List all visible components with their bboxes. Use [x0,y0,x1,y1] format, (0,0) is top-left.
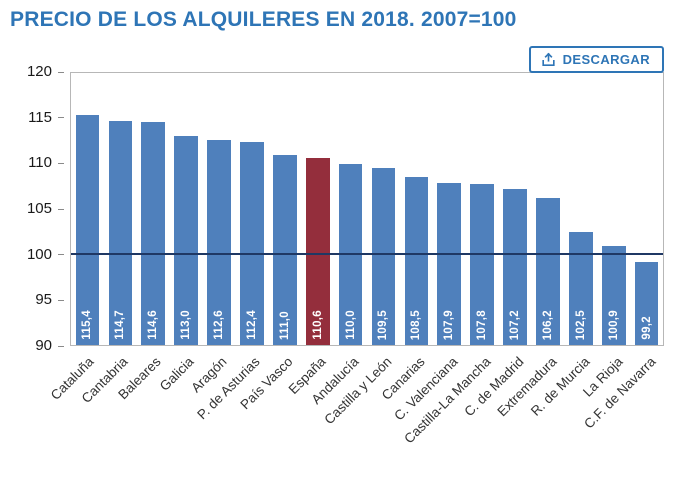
bar-slot: 110,6 [301,73,334,345]
bar[interactable]: 107,9 [437,182,462,345]
bar[interactable]: 102,5 [568,231,593,345]
bar[interactable]: 107,8 [470,183,494,345]
bar-slot: 114,6 [137,73,170,345]
bar-value-label: 107,2 [509,309,522,340]
bar-value-label: 106,2 [541,309,554,340]
bar[interactable]: 99,2 [634,261,659,345]
bar[interactable]: 112,6 [207,140,231,345]
bars: 115,4 114,7 114,6 113,0 112,6 112,4 111,0 110,6… [71,73,663,345]
bar-value-label: 102,5 [574,309,587,340]
y-axis: 90 95 100 105 110 115 120 [0,63,64,354]
bar-value-label: 107,9 [443,309,456,340]
bar-slot: 107,8 [466,73,499,345]
bar-slot: 109,5 [367,73,400,345]
bar-value-label: 113,0 [180,310,193,340]
bar-slot: 113,0 [170,73,203,345]
y-axis-tick-mark [58,345,64,347]
bar-slot: 114,7 [104,73,137,345]
y-axis-tick-mark [58,117,64,119]
bar-slot: 115,4 [71,73,104,345]
chart-title: PRECIO DE LOS ALQUILERES EN 2018. 2007=1… [10,8,517,31]
bar[interactable]: 114,7 [108,121,133,345]
bar[interactable]: 112,4 [240,141,264,345]
bar-value-label: 107,8 [476,309,489,340]
y-axis-tick-mark [58,254,64,256]
bar-slot: 107,2 [499,73,532,345]
bar-slot: 107,9 [433,73,466,345]
y-axis-tick-mark [58,162,64,164]
bar-value-label: 112,6 [213,310,225,340]
y-axis-tick-label: 120 [26,63,52,80]
bar[interactable]: 115,4 [75,114,100,345]
download-button-label: DESCARGAR [562,52,650,67]
bar[interactable]: 108,5 [404,177,429,345]
y-axis-tick-label: 115 [28,108,52,126]
y-axis-tick-label: 110 [28,154,52,172]
bar[interactable]: 109,5 [371,168,396,345]
y-axis-tick-mark [58,208,64,210]
bar-value-label: 115,4 [81,310,94,340]
bar-slot: 99,2 [630,73,663,345]
y-axis-tick-mark [58,71,64,73]
bar-highlighted[interactable]: 110,6 [305,158,330,345]
bar-value-label: 114,6 [147,310,160,340]
bar-slot: 108,5 [400,73,433,345]
bar-slot: 100,9 [597,73,630,345]
bar[interactable]: 100,9 [601,246,626,345]
y-axis-tick-label: 100 [26,245,52,263]
bar-value-label: 112,4 [245,310,258,340]
bar-value-label: 110,6 [311,310,324,340]
bar-value-label: 114,7 [114,310,127,340]
y-axis-tick-label: 95 [35,291,52,309]
bar-slot: 110,0 [334,73,367,345]
bar-value-label: 111,0 [278,310,291,340]
bar-value-label: 108,5 [410,309,423,340]
bar[interactable]: 106,2 [536,198,560,345]
bar-value-label: 109,5 [377,309,390,340]
bar[interactable]: 114,6 [141,121,166,345]
y-axis-tick-label: 90 [35,337,52,354]
y-axis-tick-label: 105 [26,200,52,217]
download-button[interactable]: DESCARGAR [528,46,664,73]
bar-value-label: 99,2 [640,316,653,340]
reference-line [71,253,663,256]
bar-value-label: 100,9 [607,309,620,340]
bar-slot: 102,5 [564,73,597,345]
bar[interactable]: 113,0 [174,136,198,345]
bar[interactable]: 107,2 [503,189,527,345]
bar-slot: 111,0 [268,73,301,345]
y-axis-tick-mark [58,299,64,301]
download-tray-arrow-icon [541,52,556,67]
bar[interactable]: 111,0 [272,154,297,345]
bar-slot: 106,2 [531,73,564,345]
bar-slot: 112,4 [235,73,268,345]
plot-area: 115,4 114,7 114,6 113,0 112,6 112,4 111,0 110,6… [70,72,664,346]
bar-slot: 112,6 [203,73,236,345]
x-axis-labels: Cataluña Cantabria Baleares Galicia Aragón P.… [48,348,664,473]
bar-value-label: 110,0 [344,310,357,340]
x-axis-label: Galicia [156,354,197,394]
